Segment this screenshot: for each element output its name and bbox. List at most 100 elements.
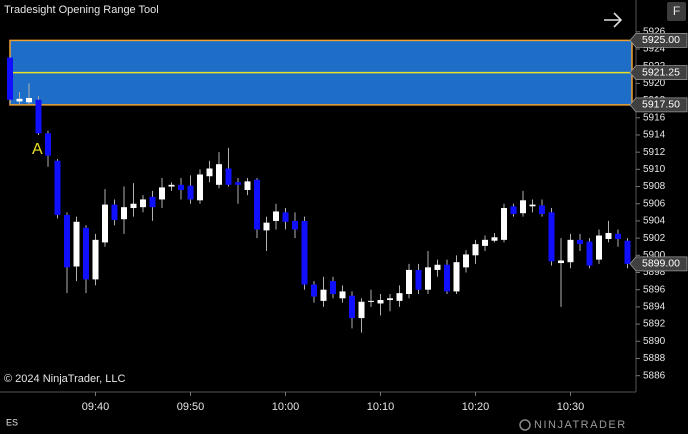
price-marker-tag — [629, 256, 688, 272]
y-tick-label: 5888 — [643, 353, 666, 364]
y-tick-label: 5892 — [643, 319, 666, 330]
plot — [7, 39, 633, 333]
logo-icon — [519, 419, 531, 431]
candle-body — [577, 239, 583, 245]
candle-body — [64, 214, 70, 268]
candle-body — [377, 300, 384, 304]
y-tick-label: 5924 — [643, 44, 666, 55]
candle-body — [396, 293, 403, 301]
candle-body — [159, 187, 165, 200]
candle-body — [121, 207, 127, 220]
f-button-label[interactable]: F — [673, 4, 680, 18]
candle-body — [235, 182, 241, 185]
price-marker-label: 5921.25 — [642, 66, 680, 78]
candle-body — [463, 254, 469, 268]
candle-body — [605, 232, 612, 239]
y-tick-label: 5920 — [643, 78, 666, 89]
y-tick-label: 5896 — [643, 284, 666, 295]
arrow-icon[interactable] — [604, 12, 623, 28]
candle-body — [444, 264, 450, 292]
price-marker-label: 5925.00 — [642, 34, 680, 46]
candle-body — [292, 220, 298, 230]
candle-body — [301, 220, 308, 285]
price-marker-tag — [629, 33, 688, 48]
y-tick-label: 5904 — [643, 216, 666, 227]
candle-body — [529, 204, 536, 207]
candle-body — [548, 212, 555, 262]
candle-body — [35, 99, 42, 134]
x-tick-label: 09:40 — [82, 401, 110, 413]
candle-body — [406, 269, 412, 294]
candle-body — [434, 264, 441, 270]
candle-body — [102, 204, 108, 243]
price-marker-tag — [629, 65, 688, 81]
candle-body — [339, 291, 346, 299]
candle-body — [216, 164, 222, 185]
candle-body — [168, 184, 175, 187]
candle-body — [244, 181, 251, 190]
y-tick-label: 5890 — [643, 336, 666, 347]
candle-body — [567, 239, 574, 263]
candle-body — [415, 269, 422, 290]
candle-body — [330, 281, 336, 294]
candle-body — [73, 221, 80, 267]
candle-body — [130, 203, 137, 209]
candle-body — [472, 244, 479, 256]
candle-body — [586, 241, 593, 266]
y-tick-label: 5898 — [643, 267, 666, 278]
candle-body — [491, 237, 498, 241]
x-tick-label: 10:00 — [272, 401, 300, 413]
candle-body — [282, 212, 289, 222]
chart-title: Tradesight Opening Range Tool — [4, 4, 159, 16]
candle-body — [225, 168, 232, 185]
x-tick-label: 10:20 — [462, 401, 490, 413]
candle-body — [140, 199, 146, 208]
candle-body — [615, 233, 621, 239]
candle-body — [453, 262, 460, 292]
candle-body — [83, 227, 89, 280]
candle-body — [178, 184, 184, 190]
candle-body — [92, 239, 99, 280]
candle-body — [539, 205, 545, 215]
candle-body — [254, 179, 260, 230]
y-tick-label: 5900 — [643, 250, 666, 261]
candle-body — [26, 98, 32, 103]
candle-body — [54, 160, 61, 215]
candle-body — [501, 208, 507, 240]
y-tick-label: 5910 — [643, 164, 666, 175]
x-tick-label: 10:10 — [367, 401, 395, 413]
candle-body — [273, 211, 279, 221]
candle-body — [111, 204, 118, 221]
candle-body — [311, 284, 317, 297]
y-tick-label: 5886 — [643, 370, 666, 381]
candle-body — [510, 206, 517, 215]
x-tick-label: 09:50 — [177, 401, 205, 413]
candle-body — [425, 267, 431, 290]
f-button[interactable] — [667, 2, 686, 21]
candle-body — [520, 200, 526, 214]
y-tick-label: 5914 — [643, 130, 666, 141]
candle-body — [349, 295, 355, 319]
y-tick-label: 5916 — [643, 112, 666, 123]
logo: NINJATRADER — [534, 419, 627, 431]
price-marker-tag — [629, 97, 688, 113]
candle-body — [596, 235, 602, 260]
candle-body — [558, 260, 564, 264]
candle-body — [149, 196, 156, 208]
copyright: © 2024 NinjaTrader, LLC — [4, 373, 125, 385]
y-tick-label: 5894 — [643, 302, 666, 313]
candle-body — [45, 133, 51, 156]
annotation: A — [32, 141, 43, 158]
y-tick-label: 5908 — [643, 181, 666, 192]
candle-body — [482, 239, 488, 246]
candle-body — [206, 168, 213, 177]
candle-body — [358, 301, 365, 319]
instrument: ES — [6, 417, 18, 427]
candle-body — [387, 298, 393, 301]
candle-body — [320, 289, 327, 301]
y-tick-label: 5902 — [643, 233, 666, 244]
candle-body — [187, 185, 194, 200]
x-tick-label: 10:30 — [557, 401, 585, 413]
